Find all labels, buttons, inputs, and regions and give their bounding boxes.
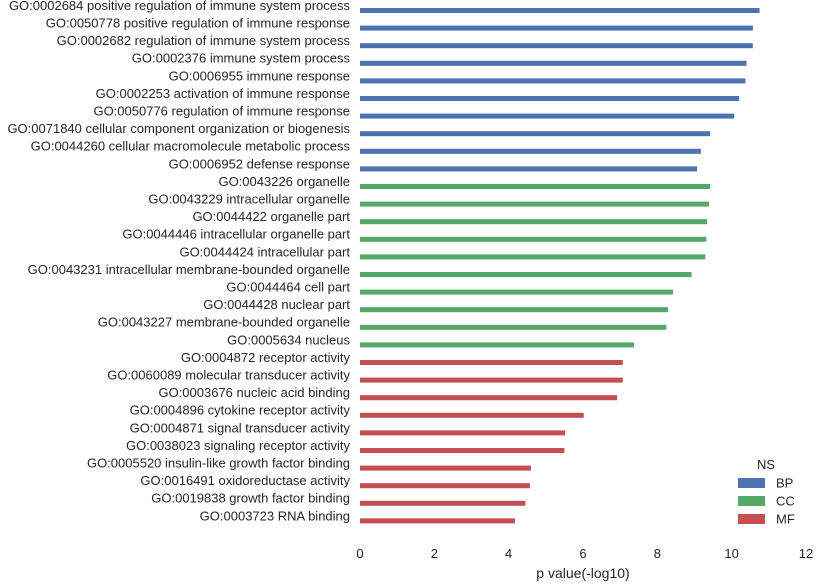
- legend-label-mf: MF: [776, 512, 795, 527]
- bar-bp: [360, 148, 701, 154]
- category-label: GO:0004896 cytokine receptor activity: [130, 403, 351, 418]
- category-label: GO:0002376 immune system process: [132, 51, 351, 66]
- bar-mf: [360, 465, 531, 471]
- bar-cc: [360, 307, 669, 313]
- bar-bp: [360, 25, 753, 31]
- category-label: GO:0002253 activation of immune response: [96, 86, 350, 101]
- bar-bp: [360, 131, 711, 137]
- bar-cc: [360, 184, 711, 189]
- category-label: GO:0044422 organelle part: [192, 209, 350, 224]
- bar-mf: [360, 412, 584, 418]
- x-axis: 0 2 4 6 8 10 12: [356, 546, 813, 561]
- bar-mf: [360, 518, 515, 524]
- bar-bp: [360, 113, 735, 119]
- bar-bp: [360, 43, 753, 49]
- bars-layer: [360, 8, 760, 524]
- category-label: GO:0043226 organelle: [218, 174, 350, 189]
- category-label: GO:0004872 receptor activity: [181, 350, 351, 365]
- category-label: GO:0060089 molecular transducer activity: [107, 368, 350, 383]
- legend-swatch-mf: [738, 514, 765, 524]
- bar-bp: [360, 60, 747, 66]
- category-label: GO:0044424 intracellular part: [179, 244, 350, 259]
- category-labels: GO:0002684 positive regulation of immune…: [7, 0, 350, 523]
- x-tick-label: 12: [799, 546, 813, 561]
- legend-label-bp: BP: [776, 476, 793, 491]
- x-tick-label: 4: [505, 546, 512, 561]
- x-tick-label: 10: [724, 546, 738, 561]
- category-label: GO:0043229 intracellular organelle: [148, 192, 350, 207]
- category-label: GO:0050776 regulation of immune response: [93, 104, 350, 119]
- category-label: GO:0071840 cellular component organizati…: [7, 121, 350, 136]
- bar-cc: [360, 236, 707, 242]
- category-label: GO:0050778 positive regulation of immune…: [46, 16, 350, 31]
- category-label: GO:0044428 nuclear part: [203, 297, 350, 312]
- bar-cc: [360, 324, 667, 330]
- category-label: GO:0003723 RNA binding: [200, 508, 350, 523]
- bar-cc: [360, 272, 692, 277]
- bar-bp: [360, 78, 746, 84]
- x-tick-label: 0: [356, 546, 363, 561]
- bar-mf: [360, 448, 565, 453]
- legend-swatch-cc: [738, 496, 765, 506]
- category-label: GO:0003676 nucleic acid binding: [158, 385, 350, 400]
- x-tick-label: 2: [431, 546, 438, 561]
- category-label: GO:0043231 intracellular membrane-bounde…: [28, 262, 350, 277]
- x-tick-label: 8: [654, 546, 661, 561]
- category-label: GO:0002684 positive regulation of immune…: [9, 0, 351, 13]
- bar-bp: [360, 96, 740, 101]
- category-label: GO:0038023 signaling receptor activity: [126, 438, 351, 453]
- legend-title: NS: [757, 457, 775, 472]
- bar-bp: [360, 166, 698, 172]
- category-label: GO:0019838 growth factor binding: [151, 491, 350, 506]
- bar-mf: [360, 483, 530, 489]
- x-axis-label: p value(-log10): [536, 565, 629, 581]
- legend: NS BP CC MF: [738, 457, 795, 527]
- bar-mf: [360, 500, 526, 506]
- legend-swatch-bp: [738, 478, 765, 488]
- category-label: GO:0005520 insulin-like growth factor bi…: [87, 456, 350, 471]
- bar-mf: [360, 395, 618, 401]
- category-label: GO:0004871 signal transducer activity: [130, 420, 351, 435]
- category-label: GO:0044464 cell part: [226, 280, 350, 295]
- category-label: GO:0006955 immune response: [169, 68, 350, 83]
- bar-cc: [360, 219, 708, 225]
- x-tick-label: 6: [579, 546, 586, 561]
- bar-bp: [360, 8, 760, 13]
- bar-cc: [360, 342, 634, 348]
- category-label: GO:0005634 nucleus: [227, 332, 350, 347]
- bar-mf: [360, 377, 623, 383]
- bar-mf: [360, 430, 566, 436]
- category-label: GO:0044446 intracellular organelle part: [122, 227, 350, 242]
- legend-label-cc: CC: [776, 494, 795, 509]
- bar-mf: [360, 360, 623, 365]
- bar-cc: [360, 201, 709, 207]
- category-label: GO:0016491 oxidoreductase activity: [140, 473, 350, 488]
- category-label: GO:0044260 cellular macromolecule metabo…: [31, 139, 351, 154]
- bar-cc: [360, 254, 706, 260]
- category-label: GO:0006952 defense response: [169, 156, 350, 171]
- category-label: GO:0043227 membrane-bounded organelle: [98, 315, 350, 330]
- category-label: GO:0002682 regulation of immune system p…: [57, 33, 351, 48]
- bar-cc: [360, 289, 673, 295]
